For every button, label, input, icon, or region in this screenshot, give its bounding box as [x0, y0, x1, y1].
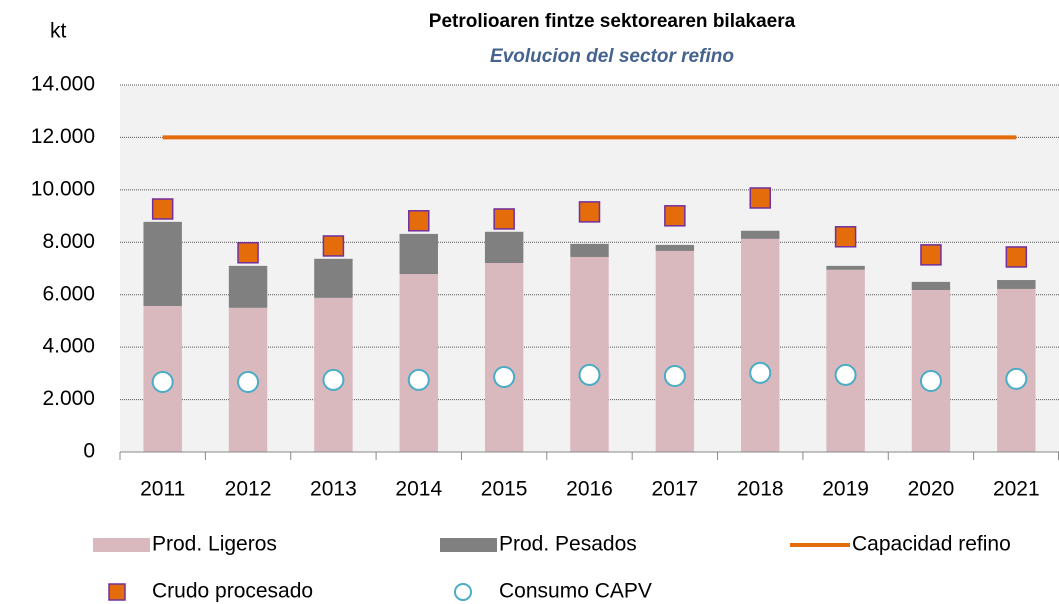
- marker-square: [237, 242, 259, 264]
- marker-circle: [1005, 367, 1028, 390]
- marker-square: [920, 244, 942, 266]
- marker-circle: [578, 363, 601, 386]
- bar: [570, 243, 609, 257]
- y-tick-label: 2.000: [42, 387, 95, 410]
- bar: [399, 274, 438, 452]
- y-tick-label: 10.000: [31, 177, 95, 200]
- marker-circle: [663, 364, 686, 387]
- legend-swatch: [454, 583, 472, 601]
- marker-circle: [407, 368, 430, 391]
- legend-swatch: [93, 538, 150, 552]
- legend-label: Prod. Ligeros: [152, 533, 277, 556]
- x-tick-label: 2017: [652, 478, 699, 501]
- legend-label: Consumo CAPV: [499, 580, 652, 603]
- marker-square: [408, 210, 430, 232]
- marker-square: [1005, 246, 1028, 268]
- marker-square: [493, 208, 515, 230]
- y-tick-label: 8.000: [42, 230, 95, 253]
- legend-label: Crudo procesado: [152, 580, 313, 603]
- marker-square: [578, 201, 601, 223]
- bar: [570, 256, 609, 452]
- bar: [655, 244, 695, 251]
- x-tick-label: 2020: [908, 478, 955, 501]
- y-tick-label: 14.000: [31, 73, 95, 96]
- bar: [143, 221, 182, 306]
- marker-circle: [919, 369, 942, 392]
- y-axis-label: kt: [50, 20, 67, 43]
- marker-circle: [322, 368, 345, 391]
- legend-label: Capacidad refino: [852, 533, 1011, 556]
- bar: [399, 233, 438, 275]
- x-tick-label: 2019: [822, 478, 869, 501]
- bar: [911, 281, 951, 290]
- marker-square: [834, 226, 857, 248]
- chart-title: Petrolioaren fintze sektorearen bilakaer…: [429, 11, 796, 32]
- bar: [484, 231, 524, 263]
- x-tick-label: 2015: [481, 478, 528, 501]
- marker-square: [151, 198, 174, 220]
- bar: [826, 269, 865, 452]
- marker-circle: [493, 366, 516, 389]
- marker-square: [322, 235, 345, 257]
- x-tick-label: 2018: [737, 478, 784, 501]
- marker-circle: [834, 363, 857, 386]
- legend-swatch: [108, 583, 126, 601]
- y-tick-label: 0: [83, 440, 95, 463]
- marker-square: [664, 205, 686, 227]
- bar: [741, 238, 780, 452]
- x-tick-label: 2016: [566, 478, 613, 501]
- x-tick-label: 2013: [310, 478, 357, 501]
- legend-swatch: [440, 538, 497, 552]
- y-tick-label: 4.000: [42, 335, 95, 358]
- marker-square: [749, 187, 771, 209]
- marker-circle: [151, 371, 174, 394]
- bar: [826, 265, 865, 270]
- bar: [655, 250, 695, 452]
- legend-label: Prod. Pesados: [499, 533, 637, 556]
- x-tick-label: 2012: [225, 478, 272, 501]
- marker-circle: [237, 371, 260, 394]
- y-tick-label: 12.000: [31, 125, 95, 148]
- marker-circle: [749, 361, 772, 384]
- y-tick-label: 6.000: [42, 282, 95, 305]
- bar: [228, 265, 268, 308]
- bar: [314, 258, 353, 298]
- bar: [997, 280, 1036, 289]
- bar: [741, 230, 780, 239]
- x-tick-label: 2014: [395, 478, 442, 501]
- x-tick-label: 2011: [140, 478, 185, 501]
- bar: [484, 262, 524, 452]
- x-tick-label: 2021: [993, 478, 1040, 501]
- chart-subtitle: Evolucion del sector refino: [490, 46, 734, 67]
